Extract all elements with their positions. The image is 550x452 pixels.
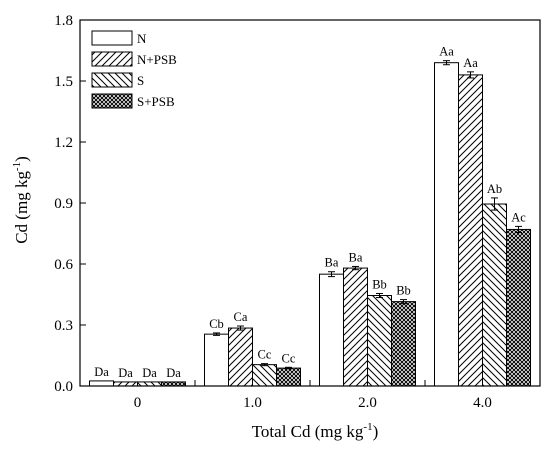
data-label-s-psb-2-0: Bb — [396, 284, 411, 298]
error-bar-s-psb-1-0 — [285, 366, 292, 370]
data-label-n-psb-2-0: Ba — [349, 250, 363, 264]
legend-swatch-n-psb — [91, 51, 133, 67]
error-bar-n-2-0 — [328, 271, 335, 278]
bar-s-0 — [137, 381, 162, 387]
data-label-n-psb-1-0: Ca — [234, 310, 248, 324]
bar-n-4-0 — [434, 62, 459, 387]
y-tick-label: 0.3 — [54, 318, 73, 334]
bar-s-psb-0 — [161, 381, 186, 387]
data-label-s-0: Da — [142, 366, 157, 380]
y-tick-label: 0.9 — [54, 196, 73, 212]
error-bar-n-psb-1-0 — [237, 325, 244, 331]
bar-n-psb-2-0 — [343, 267, 368, 387]
x-tick-label: 4.0 — [473, 395, 492, 411]
y-tick-label: 0.6 — [54, 257, 73, 273]
y-tick-label: 1.2 — [54, 135, 73, 151]
error-bar-n-1-0 — [213, 332, 220, 336]
legend-label-n: N — [137, 31, 147, 46]
data-label-n-psb-0: Da — [118, 366, 133, 380]
x-tick-label: 1.0 — [243, 395, 262, 411]
y-tick-label: 1.5 — [54, 74, 73, 90]
error-bar-n-psb-2-0 — [352, 265, 359, 271]
legend-label-s-psb: S+PSB — [137, 94, 175, 109]
x-tick-label: 2.0 — [358, 395, 377, 411]
data-label-n-2-0: Ba — [325, 256, 339, 270]
legend-label-n-psb: N+PSB — [137, 52, 177, 67]
data-label-n-psb-4-0: Aa — [463, 56, 478, 70]
error-bar-n-psb-4-0 — [467, 71, 474, 79]
y-axis-title: Cd (mg kg-1) — [11, 156, 31, 244]
data-label-n-1-0: Cb — [209, 317, 224, 331]
bar-s-1-0 — [252, 364, 277, 387]
bar-s-4-0 — [482, 203, 507, 387]
bar-n-1-0 — [204, 333, 229, 387]
legend-label-s: S — [137, 73, 144, 88]
data-label-n-4-0: Aa — [439, 45, 454, 59]
legend-swatch-s — [91, 72, 133, 88]
bar-s-2-0 — [367, 295, 392, 387]
bar-s-psb-4-0 — [506, 228, 531, 387]
data-labels-layer: Da Cb Ba Aa Da Ca Ba Aa Da Cc Bb Ab Da Cc Bb Ac — [94, 45, 526, 380]
data-label-s-psb-0: Da — [166, 366, 181, 380]
data-label-s-psb-4-0: Ac — [511, 210, 526, 224]
legend: N N+PSB S S+PSB — [91, 30, 177, 109]
bar-n-psb-1-0 — [228, 327, 253, 387]
error-bar-s-1-0 — [261, 363, 268, 367]
error-bar-s-psb-4-0 — [515, 225, 522, 233]
data-label-s-1-0: Cc — [258, 348, 272, 362]
legend-swatch-s-psb — [91, 93, 133, 109]
bar-n-2-0 — [319, 273, 344, 387]
legend-swatch-n — [91, 30, 133, 46]
error-bar-s-2-0 — [376, 292, 383, 299]
x-tick-label: 0 — [134, 395, 142, 411]
x-axis-title: Total Cd (mg kg-1) — [252, 421, 379, 441]
axes-layer: 0.0 0.3 0.6 0.9 1.2 1.5 1.8 0 1.0 2.0 4.0 — [54, 13, 541, 411]
data-label-s-4-0: Ab — [487, 182, 502, 196]
y-tick-label: 1.8 — [54, 13, 73, 29]
bar-s-psb-1-0 — [276, 367, 301, 387]
error-bar-n-4-0 — [443, 60, 450, 66]
bar-n-psb-4-0 — [458, 74, 483, 387]
data-label-s-2-0: Bb — [372, 277, 387, 291]
error-bar-s-psb-2-0 — [400, 299, 407, 305]
bars-layer — [89, 60, 531, 387]
bar-n-0 — [89, 380, 114, 387]
error-bar-s-4-0 — [491, 197, 498, 211]
data-label-n-0: Da — [94, 365, 109, 379]
data-label-s-psb-1-0: Cc — [282, 351, 296, 365]
bar-n-psb-0 — [113, 381, 138, 387]
y-tick-label: 0.0 — [54, 379, 73, 395]
bar-s-psb-2-0 — [391, 301, 416, 387]
